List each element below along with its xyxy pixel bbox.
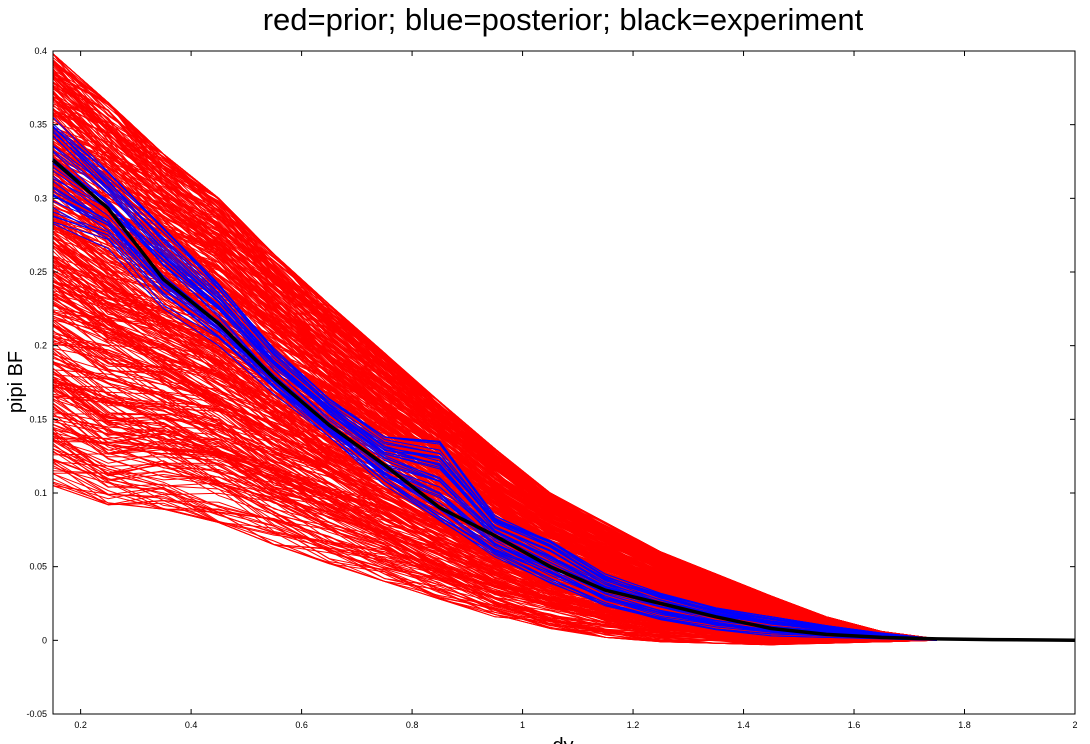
posterior-curve — [52, 123, 937, 640]
x-tick-label: 0.6 — [295, 720, 308, 730]
y-tick-label: 0.35 — [29, 120, 47, 130]
posterior-curve — [52, 223, 937, 641]
y-tick-label: 0.05 — [29, 562, 47, 572]
prior-curve — [52, 155, 937, 640]
plot-frame — [52, 50, 1076, 715]
prior-curve — [52, 411, 937, 641]
prior-curve — [52, 381, 937, 644]
prior-curve — [52, 68, 937, 640]
series-layer — [51, 53, 1076, 646]
posterior-curve — [52, 127, 937, 640]
prior-curve — [52, 112, 937, 640]
prior-curve — [52, 145, 937, 640]
y-tick-label: 0.4 — [34, 46, 47, 56]
chart-title: red=prior; blue=posterior; black=experim… — [263, 2, 864, 37]
y-axis-label: pipi BF — [5, 351, 27, 413]
x-tick-label: 1.2 — [627, 720, 640, 730]
prior-curve — [52, 53, 937, 640]
posterior-curve — [52, 193, 937, 641]
y-tick-label: 0.1 — [34, 488, 47, 498]
prior-curves — [52, 53, 937, 646]
posterior-curve — [52, 151, 937, 640]
x-tick-label: 0.4 — [185, 720, 198, 730]
prior-curve — [52, 448, 937, 641]
y-tick-label: 0 — [42, 635, 47, 645]
prior-curve — [52, 459, 937, 643]
x-tick-label: 2 — [1072, 720, 1077, 730]
y-tick-label: -0.05 — [26, 709, 47, 719]
x-tick-label: 1.6 — [848, 720, 861, 730]
prior-curve — [52, 448, 937, 643]
prior-curve — [52, 432, 937, 642]
x-tick-label: 1.8 — [958, 720, 971, 730]
y-tick-label: 0.2 — [34, 341, 47, 351]
x-tick-label: 0.2 — [74, 720, 87, 730]
y-tick-label: 0.25 — [29, 267, 47, 277]
x-tick-label: 0.8 — [406, 720, 419, 730]
x-axis-label: dy — [552, 735, 573, 744]
posterior-curve — [52, 170, 937, 640]
y-tick-label: 0.3 — [34, 193, 47, 203]
x-tick-label: 1.4 — [737, 720, 750, 730]
x-tick-label: 1 — [520, 720, 525, 730]
prior-curve — [52, 418, 937, 642]
prior-curve — [52, 92, 937, 640]
posterior-curve — [52, 129, 937, 640]
axes-layer: 0.2 0.4 0.6 0.8 1 1.2 1.4 1.6 1.8 2 -0.05 0 0.05 0.1 0… — [26, 46, 1077, 730]
experiment-line — [51, 158, 1076, 643]
posterior-curve — [52, 221, 937, 641]
prior-curve — [52, 428, 937, 645]
posterior-curve — [52, 158, 937, 640]
y-tick-label: 0.15 — [29, 414, 47, 424]
prior-curve — [52, 194, 937, 640]
